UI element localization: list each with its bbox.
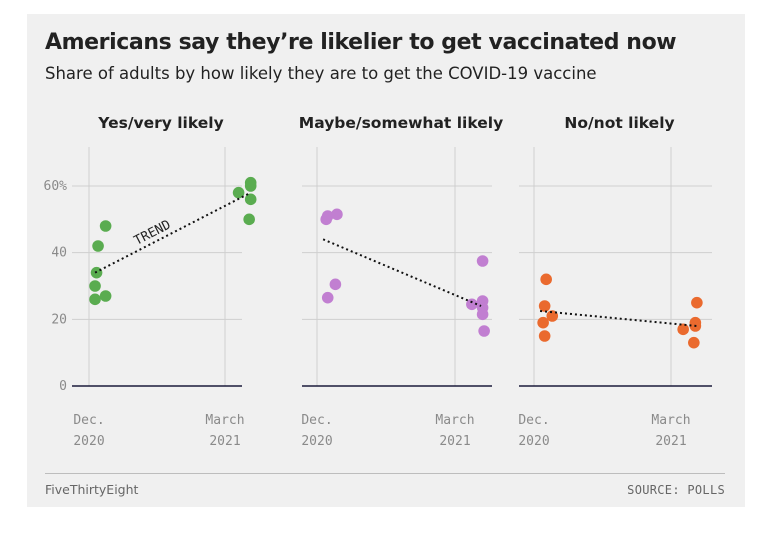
data-point <box>538 300 551 312</box>
chart-plot: 0 20 40 60% Yes/very likely Dec. 2020 March 2021… <box>44 114 712 449</box>
data-point <box>331 208 343 221</box>
data-point <box>688 336 700 349</box>
data-point <box>689 316 702 329</box>
y-tick-label: 20 <box>51 312 67 327</box>
data-point <box>99 220 112 232</box>
x-tick-label: Dec. <box>73 413 104 428</box>
trend-line <box>322 238 482 307</box>
x-tick-label: Dec. <box>518 413 549 428</box>
footer-credit: FiveThirtyEight <box>45 482 139 497</box>
x-tick-label: 2020 <box>73 434 104 449</box>
data-point <box>321 291 334 304</box>
data-point <box>244 193 257 206</box>
trend-label: TREND <box>132 217 174 248</box>
data-point <box>677 323 689 336</box>
data-point <box>691 296 703 309</box>
data-point <box>99 290 112 302</box>
y-tick-label: 40 <box>51 246 67 261</box>
data-point <box>329 278 342 291</box>
data-point <box>537 316 549 329</box>
x-tick-label: Dec. <box>301 413 332 428</box>
data-point <box>476 255 489 267</box>
x-tick-label: 2021 <box>209 434 240 449</box>
chart-title: Americans say they’re likelier to get va… <box>45 30 677 55</box>
trend-line <box>539 310 697 327</box>
data-point <box>476 308 489 321</box>
data-point <box>92 240 104 252</box>
data-point <box>466 298 478 311</box>
chart-subtitle: Share of adults by how likely they are t… <box>45 64 597 83</box>
x-tick-label: 2021 <box>655 434 686 449</box>
data-point <box>538 330 551 342</box>
y-tick-label: 0 <box>59 379 67 394</box>
panel-title: No/not likely <box>564 114 674 132</box>
y-tick-label: 60% <box>44 179 68 194</box>
x-tick-label: 2021 <box>439 434 470 449</box>
panel-title: Yes/very likely <box>97 114 223 132</box>
data-point <box>321 210 334 222</box>
footer-source: SOURCE: POLLS <box>627 483 725 497</box>
data-point <box>243 213 255 226</box>
trend-line <box>94 191 252 274</box>
data-point <box>232 186 245 199</box>
data-point <box>89 293 101 306</box>
x-tick-label: 2020 <box>301 434 332 449</box>
data-point <box>478 325 490 337</box>
x-tick-label: March <box>435 413 474 428</box>
panel-title: Maybe/somewhat likely <box>299 114 503 132</box>
data-point <box>89 280 101 292</box>
x-tick-label: 2020 <box>518 434 549 449</box>
x-tick-label: March <box>205 413 244 428</box>
chart-card: Americans say they’re likelier to get va… <box>27 14 745 507</box>
footer-divider <box>45 473 725 474</box>
data-point <box>244 176 257 189</box>
x-tick-label: March <box>651 413 690 428</box>
data-point <box>540 273 552 286</box>
